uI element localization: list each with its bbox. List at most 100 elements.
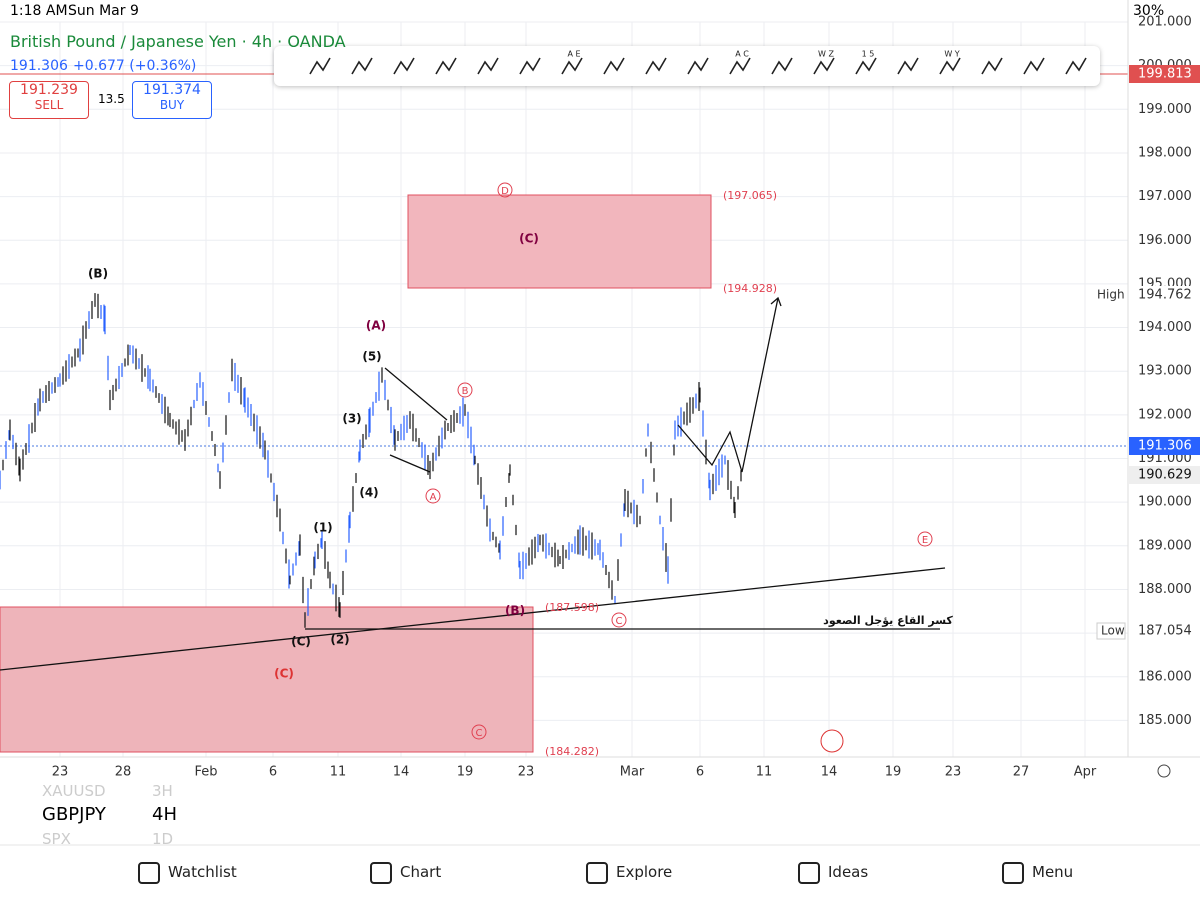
tool-icon[interactable] [1065,57,1087,75]
top-price: 199.813 [1138,67,1192,82]
time-label: 11 [756,765,773,780]
target-box [407,194,712,289]
tool-icon[interactable] [981,57,1003,75]
tool-icon[interactable] [729,57,751,75]
symbol-name[interactable]: British Pound / Japanese Yen · 4h · OAND… [10,32,346,51]
tool-letters: 1 5 [862,50,875,59]
wave-label: (2) [330,633,349,647]
tool-icon[interactable] [645,57,667,75]
sell-button[interactable]: 191.239 SELL [9,81,89,119]
level-label: (194.928) [723,282,777,295]
low-price-bg [1129,622,1200,640]
event-icon[interactable] [820,729,844,753]
faded-symbol: XAUUSD [42,782,106,800]
level-label: (197.065) [723,189,777,202]
time-label: Mar [620,765,645,780]
price-label: 192.000 [1138,407,1192,422]
nav-icon[interactable] [138,862,160,884]
time-label: 19 [885,765,902,780]
tool-icon[interactable] [603,57,625,75]
last-price: 191.306 [10,58,68,74]
price-bars [0,293,742,628]
tool-icon[interactable] [519,57,541,75]
tool-icon[interactable] [435,57,457,75]
time-label: 23 [52,765,69,780]
tool-icon[interactable] [393,57,415,75]
wave-label: A [430,492,437,503]
sell-label: SELL [34,98,64,112]
nav-icon[interactable] [798,862,820,884]
tool-letters: W Y [944,50,959,59]
price-label: 198.000 [1138,145,1192,160]
nav-item[interactable]: Menu [1032,863,1074,881]
nav-item[interactable]: Ideas [828,863,869,881]
wave-label: (1) [313,521,332,535]
tool-icon[interactable] [477,57,499,75]
tool-icon[interactable] [309,57,331,75]
low-label-bg [1096,622,1126,640]
faded-interval: 1D [152,830,174,848]
close-price: 190.629 [1138,468,1192,483]
time-label: 23 [518,765,535,780]
current-price: 191.306 [1138,439,1192,454]
tool-letters: W Z [818,50,834,59]
tool-icon[interactable] [687,57,709,75]
wave-label: كسر القاع يؤجل الصعود [823,614,953,627]
top-price-bg [1129,65,1200,83]
wave-label: (A) [366,319,386,333]
price-label: 196.000 [1138,233,1192,248]
wave-label: (B) [505,604,525,618]
price-axis [1128,22,1200,757]
high-label: High [1097,288,1125,302]
settings-icon[interactable] [1157,764,1171,778]
buy-button[interactable]: 191.374 BUY [132,81,212,119]
nav-icon[interactable] [370,862,392,884]
nav-item[interactable]: Chart [400,863,442,881]
status-time: 1:18 AM [10,3,68,19]
spread: 13.5 [98,92,125,106]
wave-label: (B) [88,267,108,281]
time-label: Feb [194,765,217,780]
wave-label: C [476,728,483,739]
wave-label: B [462,386,469,397]
wave-label: (4) [359,486,378,500]
nav-icon[interactable] [586,862,608,884]
drawing-toolbar: A E A C W Z 1 5 W Y [274,46,1100,86]
low-price: 187.054 [1138,624,1192,639]
tool-icon[interactable] [897,57,919,75]
tool-icon[interactable] [1023,57,1045,75]
high-price-bg [1129,286,1200,304]
wave-label: D [501,186,509,197]
price-label: 189.000 [1138,538,1192,553]
wave-circle [497,182,513,198]
tool-icon[interactable] [771,57,793,75]
tool-icon[interactable] [855,57,877,75]
nav-item[interactable]: Explore [616,863,673,881]
price-label: 193.000 [1138,364,1192,379]
tool-icon[interactable] [561,57,583,75]
tool-icon[interactable] [939,57,961,75]
high-price: 194.762 [1138,288,1192,303]
tool-icon[interactable] [813,57,835,75]
interval[interactable]: 4H [152,804,177,825]
low-label: Low [1101,624,1125,638]
close-price-bg [1129,466,1200,484]
level-label: (184.282) [545,745,599,758]
wave-label: (C) [519,232,539,246]
wave-circle [917,531,933,547]
wave-circle [471,724,487,740]
tool-icon[interactable] [351,57,373,75]
wave-label: C [616,616,623,627]
price-label: 201.000 [1138,15,1192,30]
sell-price: 191.239 [20,82,78,98]
wave-label: (5) [362,350,381,364]
wave-label: (C) [274,667,294,681]
nav-icon[interactable] [1002,862,1024,884]
nav-item[interactable]: Watchlist [168,863,237,881]
symbol-ticker[interactable]: GBPJPY [42,804,106,825]
wave-label: (3) [342,412,361,426]
time-label: 27 [1013,765,1030,780]
time-label: 23 [945,765,962,780]
